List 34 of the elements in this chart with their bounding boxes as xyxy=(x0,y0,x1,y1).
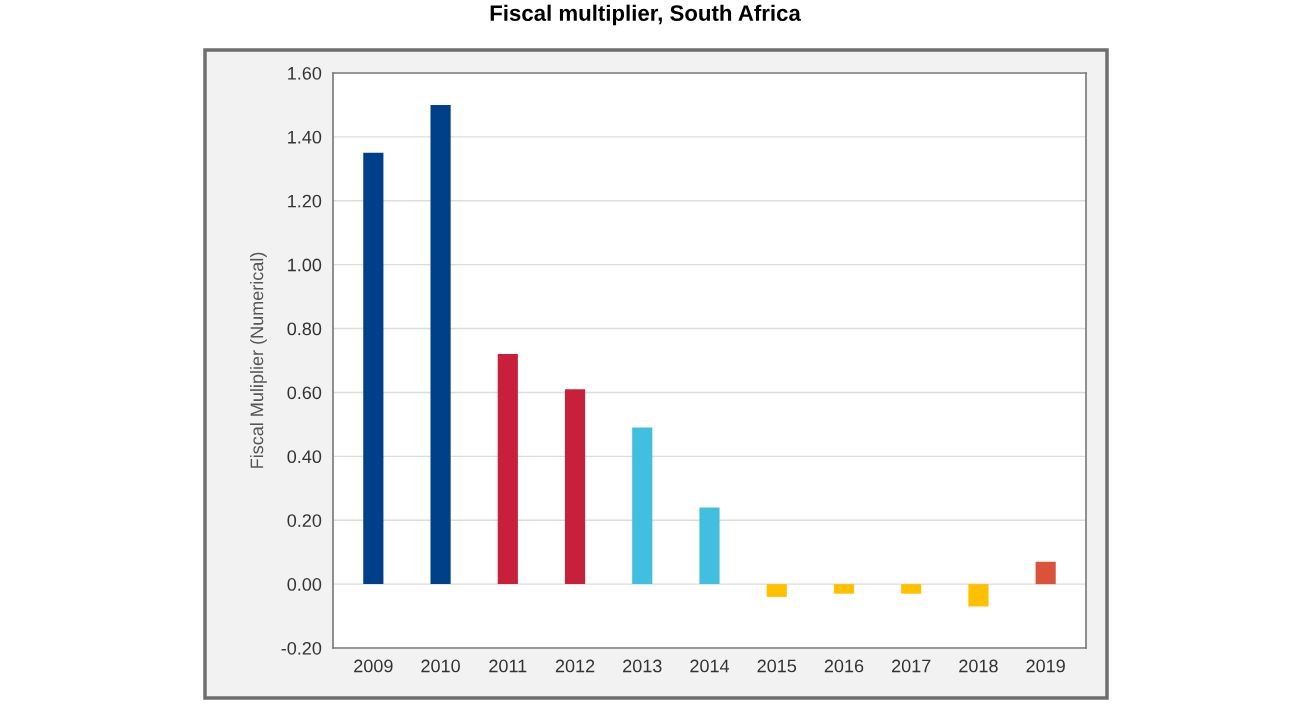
x-tick-label: 2017 xyxy=(892,659,931,673)
x-tick-label: 2011 xyxy=(489,659,527,673)
bar xyxy=(363,152,384,585)
y-tick-label: 1.20 xyxy=(288,194,322,208)
y-axis-title: Fiscal Muliplier (Numerical) xyxy=(250,252,267,468)
bar xyxy=(833,584,855,594)
bar xyxy=(430,104,451,585)
bar xyxy=(632,427,653,585)
x-tick-label: 2018 xyxy=(959,659,998,673)
y-tick-label: 0.40 xyxy=(287,450,322,464)
y-tick-label: -0.20 xyxy=(281,641,322,655)
x-tick-label: 2019 xyxy=(1026,659,1065,673)
y-tick-label: 0.00 xyxy=(287,578,322,591)
x-tick-label: 2012 xyxy=(555,659,595,673)
y-tick-label: 1.40 xyxy=(288,130,322,144)
x-tick-label: 2010 xyxy=(421,659,460,673)
bar xyxy=(497,354,518,585)
x-tick-label: 2009 xyxy=(354,659,393,673)
y-tick-label: 0.80 xyxy=(287,322,322,336)
bar xyxy=(766,584,787,597)
x-tick-label: 2014 xyxy=(690,659,730,673)
bar xyxy=(901,584,922,594)
y-tick-label: 1.60 xyxy=(288,66,322,80)
x-tick-label: 2016 xyxy=(824,659,864,673)
chart-title: Fiscal multiplier, South Africa xyxy=(490,4,801,26)
x-tick-label: 2015 xyxy=(757,659,797,673)
bar xyxy=(699,507,720,585)
bar xyxy=(564,389,586,585)
y-tick-label: 1.00 xyxy=(288,258,322,272)
y-tick-label: 0.20 xyxy=(287,514,322,527)
x-tick-label: 2013 xyxy=(623,659,662,673)
bar xyxy=(1035,561,1056,585)
bar xyxy=(968,584,989,607)
y-tick-label: 0.60 xyxy=(287,386,322,400)
